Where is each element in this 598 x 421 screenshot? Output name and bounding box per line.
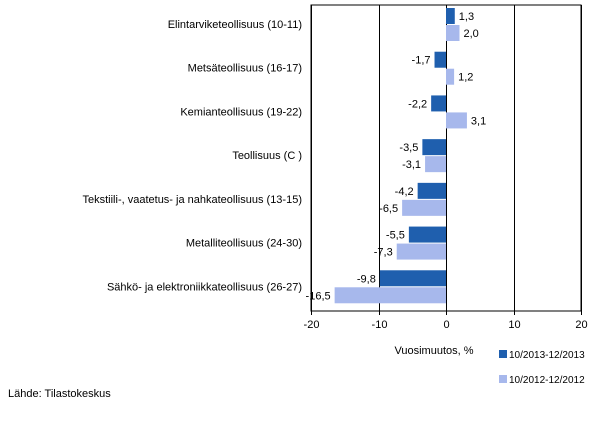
value-label: -2,2 <box>408 98 427 110</box>
category-label: Sähkö- ja elektroniikkateollisuus (26-27… <box>107 281 302 293</box>
x-axis: -20 -10 0 10 20 <box>304 311 588 331</box>
category-label: Metalliteollisuus (24-30) <box>186 238 302 250</box>
value-label: -16,5 <box>306 290 331 302</box>
bar-series-2 <box>334 287 446 304</box>
bar-series-1 <box>417 182 446 199</box>
value-label: -4,2 <box>395 186 414 198</box>
bar-series-2 <box>446 112 467 129</box>
bar-series-1 <box>446 8 455 24</box>
bars <box>334 8 467 304</box>
x-tick-label: -10 <box>372 319 388 331</box>
category-label: Tekstiili-, vaatetus- ja nahkateollisuus… <box>83 194 303 206</box>
value-label: -5,5 <box>386 230 405 242</box>
category-label: Teollisuus (C ) <box>232 150 302 162</box>
legend-label: 10/2013-12/2013 <box>509 350 585 361</box>
bar-series-1 <box>408 226 446 243</box>
value-label: -1,7 <box>412 55 431 67</box>
category-label: Kemianteollisuus (19-22) <box>180 106 302 118</box>
legend-swatch <box>499 375 507 383</box>
value-label: 2,0 <box>464 28 479 40</box>
bar-series-2 <box>396 243 446 260</box>
value-label: 1,2 <box>458 72 473 84</box>
value-label: 3,1 <box>471 115 486 127</box>
bar-series-1 <box>434 51 446 68</box>
x-tick-label: 20 <box>575 319 587 331</box>
value-label: -9,8 <box>357 273 376 285</box>
x-tick-label: 10 <box>508 319 520 331</box>
gridlines <box>310 4 582 312</box>
bar-series-2 <box>446 25 460 41</box>
category-labels: Elintarviketeollisuus (10-11) Metsäteolli… <box>83 19 303 293</box>
x-tick-label: 0 <box>443 319 449 331</box>
source-note: Lähde: Tilastokeskus <box>8 388 111 400</box>
value-label: 1,3 <box>459 11 474 23</box>
bar-series-1 <box>422 139 446 156</box>
value-label: -7,3 <box>374 247 393 259</box>
bar-series-2 <box>446 68 455 85</box>
bar-series-1 <box>431 95 446 112</box>
value-labels: 1,3 2,0 -1,7 1,2 -2,2 3,1 -3,5 -3,1 -4,2 -6,5 -5,5… <box>306 11 487 302</box>
legend-label: 10/2012-12/2012 <box>509 375 585 386</box>
value-label: -3,5 <box>399 142 418 154</box>
legend: 10/2013-12/2013 10/2012-12/2012 <box>499 350 585 386</box>
category-label: Elintarviketeollisuus (10-11) <box>168 19 302 31</box>
bar-series-2 <box>402 199 446 216</box>
category-label: Metsäteollisuus (16-17) <box>188 63 302 75</box>
bar-series-1 <box>379 270 446 287</box>
bar-series-2 <box>425 156 446 173</box>
legend-swatch <box>499 350 507 358</box>
value-label: -3,1 <box>402 159 421 171</box>
x-axis-title: Vuosimuutos, % <box>394 345 473 357</box>
value-label: -6,5 <box>379 203 398 215</box>
x-tick-label: -20 <box>304 319 320 331</box>
